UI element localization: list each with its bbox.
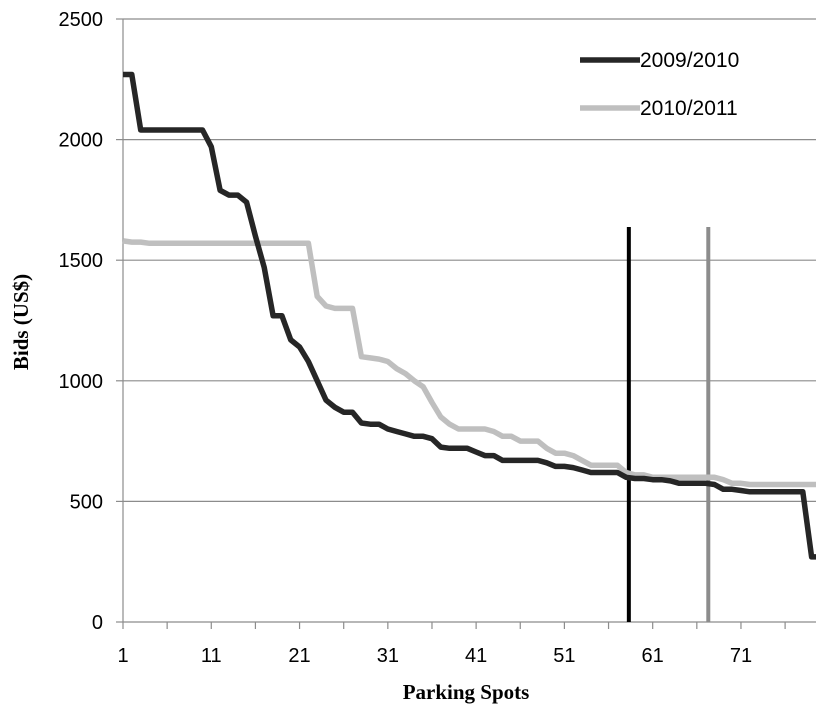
x-tick-label: 71 <box>730 645 752 667</box>
x-tick-label: 51 <box>553 645 575 667</box>
x-axis-title: Parking Spots <box>403 680 530 704</box>
y-axis-title: Bids (US$) <box>9 274 33 370</box>
legend-label: 2010/2011 <box>640 97 738 120</box>
x-tick-label: 31 <box>377 645 399 667</box>
y-tick-label: 2500 <box>59 9 104 31</box>
y-tick-label: 1500 <box>59 250 104 272</box>
y-tick-label: 0 <box>92 612 103 634</box>
legend: 2009/2010 2010/2011 <box>580 49 739 120</box>
y-tick-label: 2000 <box>59 130 104 152</box>
series-line-2009-2010 <box>123 71 816 560</box>
y-axis: 0 500 1000 1500 2000 2500 <box>59 9 124 634</box>
x-tick-label: 11 <box>201 645 222 667</box>
y-tick-label: 1000 <box>59 371 104 393</box>
series-line-2010-2011 <box>122 238 816 488</box>
vertical-markers <box>626 227 711 622</box>
x-tick-label: 61 <box>642 645 664 667</box>
gridlines <box>123 18 816 502</box>
x-tick-label: 1 <box>117 645 128 667</box>
legend-label: 2009/2010 <box>640 49 739 72</box>
y-tick-label: 500 <box>70 491 103 513</box>
x-tick-label: 21 <box>288 645 310 667</box>
x-tick-label: 41 <box>465 645 487 667</box>
series-group <box>122 71 816 560</box>
x-axis: 1 11 21 31 41 51 61 71 <box>117 621 816 667</box>
